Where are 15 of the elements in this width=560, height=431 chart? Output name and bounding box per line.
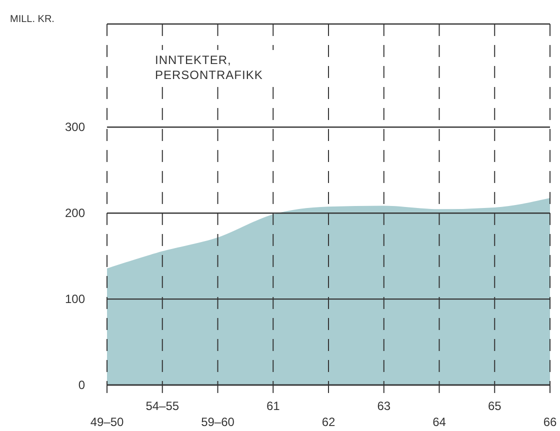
x-tick-label: 49–50: [90, 415, 124, 429]
x-tick-label: 59–60: [201, 415, 235, 429]
y-tick-label: 100: [64, 292, 86, 306]
y-tick-label: 0: [78, 378, 86, 392]
y-tick-label: 300: [64, 120, 86, 134]
x-tick-label: 63: [377, 399, 391, 413]
x-tick-label: 66: [543, 415, 557, 429]
y-tick-label: 200: [64, 206, 86, 220]
y-axis-title: MILL. KR.: [10, 14, 54, 25]
text: INNTEKTER, PERSONTRAFIKK: [155, 53, 263, 82]
x-tick-label: 61: [266, 399, 280, 413]
x-tick-label: 65: [488, 399, 502, 413]
x-tick-label: 54–55: [146, 399, 180, 413]
x-tick-label: 64: [432, 415, 446, 429]
x-tick-label: 62: [322, 415, 336, 429]
